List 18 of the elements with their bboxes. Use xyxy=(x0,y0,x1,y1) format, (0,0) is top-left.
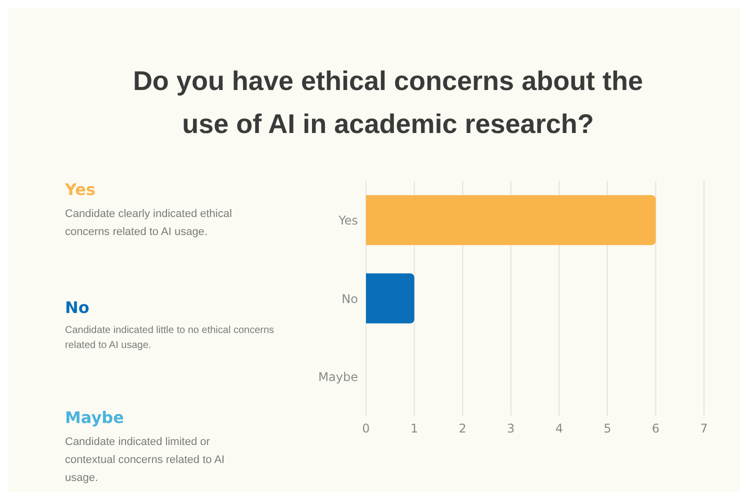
x-tick-label: 0 xyxy=(362,422,370,436)
y-tick-label: Yes xyxy=(338,213,358,228)
x-tick-label: 4 xyxy=(555,422,563,436)
chart-title: Do you have ethical concerns about the use of AI in academic research? xyxy=(132,65,644,141)
x-tick-label: 5 xyxy=(604,422,612,436)
text: Candidate indicated limited or contextual concerns related to AI usage. xyxy=(65,435,226,486)
x-tick-label: 2 xyxy=(458,422,466,436)
category-label: No xyxy=(65,298,90,317)
text: Candidate clearly indicated ethical concerns related to AI usage. xyxy=(65,207,233,240)
category-label: Yes xyxy=(65,180,96,199)
x-tick-label: 3 xyxy=(507,422,515,436)
y-tick-label: No xyxy=(342,292,358,306)
x-tick-label: 1 xyxy=(410,422,418,436)
y-tick-label: Maybe xyxy=(318,370,358,384)
category-label: Maybe xyxy=(65,408,124,427)
x-tick-label: 7 xyxy=(700,422,708,436)
text: Candidate indicated little to no ethical concerns related to AI usage. xyxy=(65,324,276,353)
x-tick-label: 6 xyxy=(652,422,660,436)
